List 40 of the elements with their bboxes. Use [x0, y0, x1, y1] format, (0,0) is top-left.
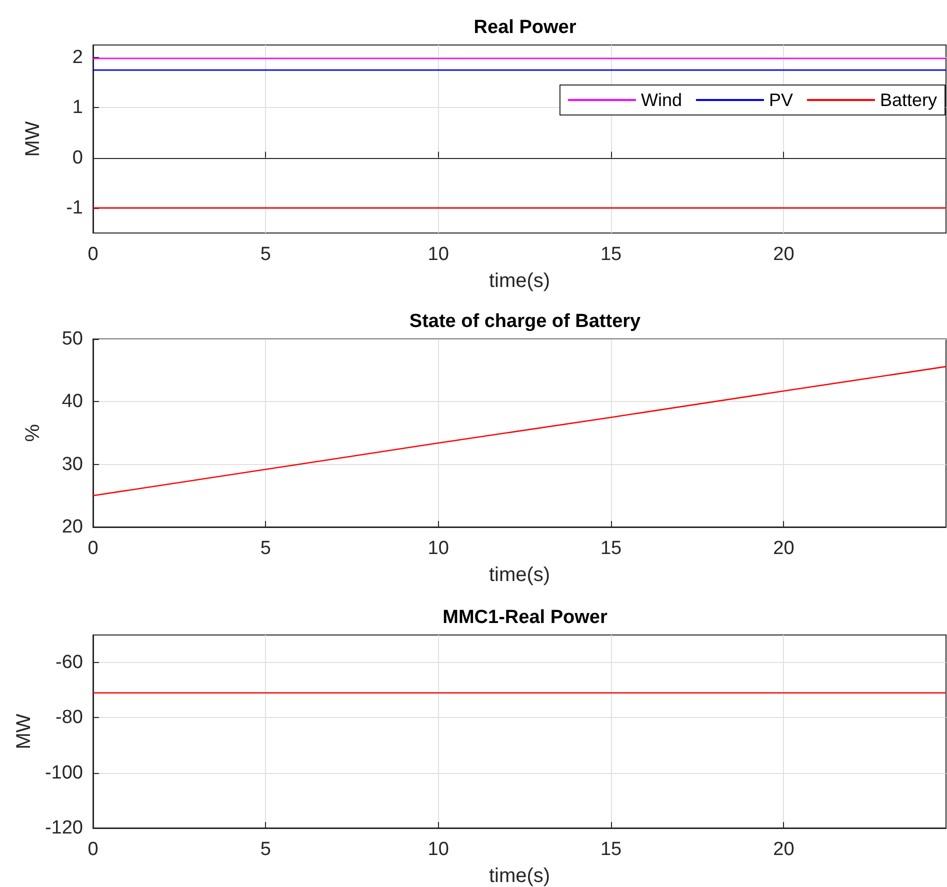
x-tick-label: 15 — [600, 538, 622, 559]
y-tick-label: 30 — [62, 454, 83, 475]
x-tick-label: 5 — [260, 538, 271, 559]
chart-title: MMC1-Real Power — [442, 607, 608, 628]
y-tick-label: 50 — [62, 328, 83, 350]
x-tick-label: 20 — [773, 244, 794, 265]
y-tick-label: -120 — [44, 818, 83, 838]
y-axis-title: MW — [13, 714, 36, 750]
x-tick-label: 10 — [428, 538, 449, 559]
y-tick-label: 40 — [62, 391, 83, 412]
y-tick-label: 20 — [62, 516, 83, 538]
x-tick-label: 15 — [600, 839, 622, 860]
y-tick-label: 0 — [72, 147, 83, 168]
y-tick-label: 1 — [72, 97, 83, 118]
x-tick-label: 20 — [773, 538, 794, 559]
chart-title: State of charge of Battery — [409, 311, 642, 332]
x-tick-label: 10 — [428, 244, 449, 265]
y-tick-label: -100 — [44, 762, 83, 784]
x-tick-label: 15 — [600, 244, 622, 265]
x-tick-label: 5 — [260, 839, 271, 860]
legend-label: Battery — [880, 90, 938, 110]
y-tick-label: -60 — [56, 652, 83, 674]
x-tick-label: 5 — [260, 244, 271, 265]
x-tick-label: 10 — [428, 839, 449, 860]
x-axis-title: time(s) — [488, 270, 550, 292]
y-axis-title: % — [22, 424, 44, 442]
legend-label: PV — [768, 90, 793, 110]
x-tick-label: 20 — [773, 839, 794, 860]
x-axis-title: time(s) — [488, 865, 550, 887]
y-tick-label: -1 — [66, 197, 83, 218]
x-tick-label: 0 — [88, 839, 98, 860]
y-tick-label: 2 — [72, 47, 83, 68]
x-tick-label: 0 — [88, 244, 98, 265]
chart-title: Real Power — [474, 17, 577, 38]
y-tick-label: -80 — [56, 707, 83, 728]
x-axis-title: time(s) — [488, 564, 550, 586]
legend-label: Wind — [640, 90, 682, 110]
y-axis-title: MW — [22, 121, 44, 157]
x-tick-label: 0 — [88, 538, 98, 559]
line-series — [92, 366, 947, 496]
